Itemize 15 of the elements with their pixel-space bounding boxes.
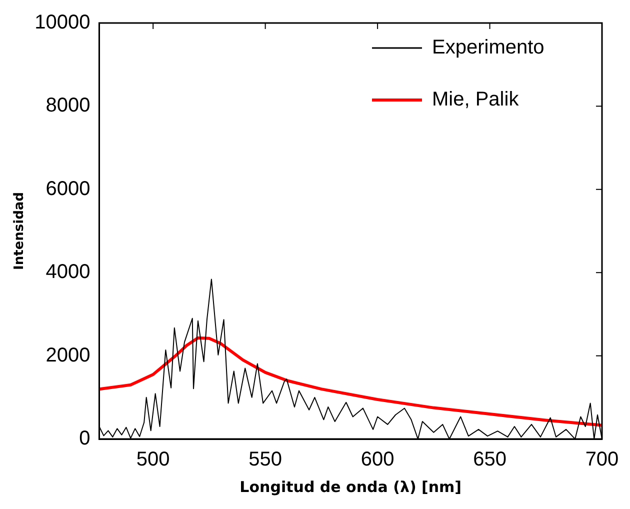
x-tick-label: 700 <box>585 448 619 471</box>
legend-label: Mie, Palik <box>432 88 520 111</box>
y-tick-label: 4000 <box>46 261 90 284</box>
x-tick-label: 650 <box>473 448 506 471</box>
y-tick-label: 10000 <box>34 12 90 34</box>
y-tick-label: 2000 <box>46 344 90 366</box>
x-tick-label: 500 <box>136 448 170 471</box>
y-tick-label: 8000 <box>46 94 90 117</box>
y-tick-label: 6000 <box>46 178 90 200</box>
x-axis-title: Longitud de onda (λ) [nm] <box>240 478 462 496</box>
x-tick-label: 600 <box>360 448 394 471</box>
y-tick-label: 0 <box>79 428 90 450</box>
legend-label: Experimento <box>432 36 544 59</box>
x-tick-label: 550 <box>248 448 282 471</box>
y-axis-title: Intensidad <box>12 192 28 270</box>
